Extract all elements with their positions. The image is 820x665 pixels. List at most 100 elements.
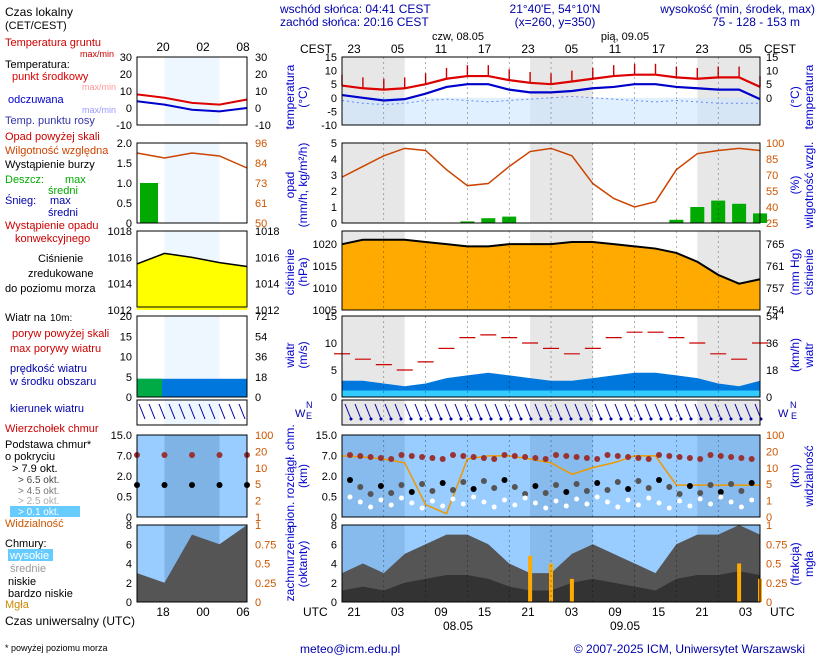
ytick-left-15: 15: [325, 52, 337, 64]
wind-arrow: [384, 403, 392, 420]
cloud-base-low-dot: [471, 494, 477, 500]
legend-ytick-right-20: 20: [255, 446, 267, 458]
panel-frame: [341, 315, 761, 398]
cloud-base-dot: [511, 484, 518, 490]
wind-dir-e-right: E: [791, 411, 797, 421]
cloud-top-dot: [656, 452, 662, 458]
cloud-base-dot: [357, 484, 364, 490]
legend-pressure-line: [136, 252, 248, 268]
cloud-base-dot: [532, 483, 539, 489]
cloud-base-low-dot: [347, 494, 353, 500]
night-band: [697, 143, 760, 223]
cloud-base-low-dot: [388, 502, 394, 508]
tz-right-bottom: UTC: [770, 605, 795, 619]
legend-ytick-left-2: 2.0: [117, 138, 132, 150]
legend-ytick-left-8: 8: [126, 520, 132, 532]
cloud-base-dot: [614, 479, 621, 485]
cloud-base-low-dot: [605, 499, 610, 505]
cloud-top-dot: [728, 454, 735, 460]
legend-utc-label: Czas uniwersalny (UTC): [5, 614, 135, 628]
wind-arrow: [474, 403, 482, 420]
vis-axis-right-1: (km): [788, 464, 802, 488]
panel-precipitation_humidity: 0 1 2 3 4 5 25 40 55 70 85 100: [331, 138, 784, 230]
rain-bar: [460, 221, 475, 223]
footer-email[interactable]: meteo@icm.edu.pl: [300, 642, 400, 656]
legend-ytick-right-10: 10: [255, 463, 267, 475]
wind-arrow-head: [349, 417, 353, 421]
legend-snow-max: max: [50, 195, 71, 207]
legend-night: [164, 57, 220, 125]
ytick-right-754: 754: [766, 305, 784, 317]
cloud-top-dot: [717, 453, 724, 459]
legend-ytick-left-5: 5: [126, 372, 132, 384]
legend-rain-bar: [140, 183, 158, 223]
legend-dew-point: Temp. punktu rosy: [5, 115, 95, 127]
cloud-base-dot: [583, 488, 590, 494]
ytick-right-1: 1: [766, 496, 772, 508]
top-hour-labels: 23 05 11 17 23 05 11 17 23 05: [347, 42, 752, 56]
legend-ytick-right-1012: 1012: [255, 305, 279, 317]
temp-axis-left-2: (°C): [296, 86, 310, 107]
legend-rain-max: max: [65, 174, 86, 186]
wind-arrow-head: [479, 417, 483, 421]
ytick-left-15: 15: [325, 311, 337, 323]
legend-wind-arrow: [198, 403, 206, 420]
legend-ytick-left-6: 6: [126, 539, 132, 551]
wind-arrow: [604, 403, 612, 420]
grid: [341, 399, 761, 426]
fog-axis-right-1: (frakcja): [788, 542, 802, 585]
legend-panel-6: 0 2 4 6 8 0 0.25 0.5 0.75 1: [126, 520, 277, 609]
cloud-top-dot: [398, 452, 405, 458]
cloud-top-dot: [666, 453, 673, 459]
cloud-base-dot: [347, 477, 353, 483]
cloud-base-dot: [480, 478, 487, 484]
ytick-left-10: 10: [325, 66, 337, 78]
wind-arrow: [694, 403, 702, 420]
pres-axis-left-2: (hPa): [296, 257, 310, 286]
cloud-base-dot: [501, 477, 508, 483]
cloud-top-dot: [450, 452, 456, 458]
legend-cloud-base-1: Podstawa chmur*: [5, 439, 92, 451]
legend-cloud-base-dot: [161, 482, 168, 488]
wind-arrow-head: [449, 417, 453, 421]
bottom-hour-09: 09: [608, 605, 622, 619]
legend-ytick-left-15: 15: [120, 331, 132, 343]
fog-bar: [549, 563, 553, 602]
legend-perceived-line: [136, 100, 248, 113]
precip-axis-left-1: opad: [283, 172, 297, 199]
wind-arrow-head: [529, 417, 533, 421]
legend-ytick-left-20: 20: [120, 311, 132, 323]
grid: [341, 56, 761, 126]
legend-panel-4: [137, 400, 247, 425]
legend-snow-mean: średni: [48, 207, 78, 219]
grid: [341, 315, 761, 398]
cloud-top-dot: [511, 453, 518, 459]
cloud-base-dot: [738, 488, 745, 494]
legend-temp-mid: punkt środkowy: [12, 71, 89, 83]
hum-axis-right-2: wilgotność wzgl.: [802, 142, 816, 230]
bottom-hour-labels: 21 03 09 15 21 03 09 15 21 03: [347, 605, 752, 619]
cloud-base-low-dot: [450, 496, 456, 502]
ytick-right-10: 10: [766, 463, 778, 475]
panel-frame: [341, 56, 761, 126]
legend-panel-frame: [136, 434, 248, 518]
wind-arrow-head: [389, 417, 393, 421]
legend-ytick-left-1: 1.0: [117, 178, 132, 190]
cloud-base-dot: [656, 477, 662, 483]
panel-pressure: 1005 1010 1015 1020 754 757 761 765: [313, 231, 784, 317]
cloud-vlow-area: [342, 571, 760, 602]
cloud-base-dot: [573, 481, 580, 487]
night-band: [530, 400, 593, 425]
vis-axis-right-2: widzialność: [802, 445, 816, 507]
wind-arrow: [364, 403, 372, 420]
cloud-base-dot: [491, 485, 498, 491]
cloud-base-dot: [666, 484, 673, 490]
legend-okt-25: > 2.5 okt.: [18, 496, 59, 507]
legend-panel-3: 0 5 10 15 20 0 18 36 54 72: [120, 311, 268, 404]
legend-ytick-right-2: 2: [255, 496, 261, 508]
grid: [341, 230, 761, 311]
coords-text: 21°40'E, 54°10'N: [510, 2, 601, 16]
top-hour-17: 17: [478, 42, 492, 56]
legend-okt-01-bg: [10, 506, 80, 517]
